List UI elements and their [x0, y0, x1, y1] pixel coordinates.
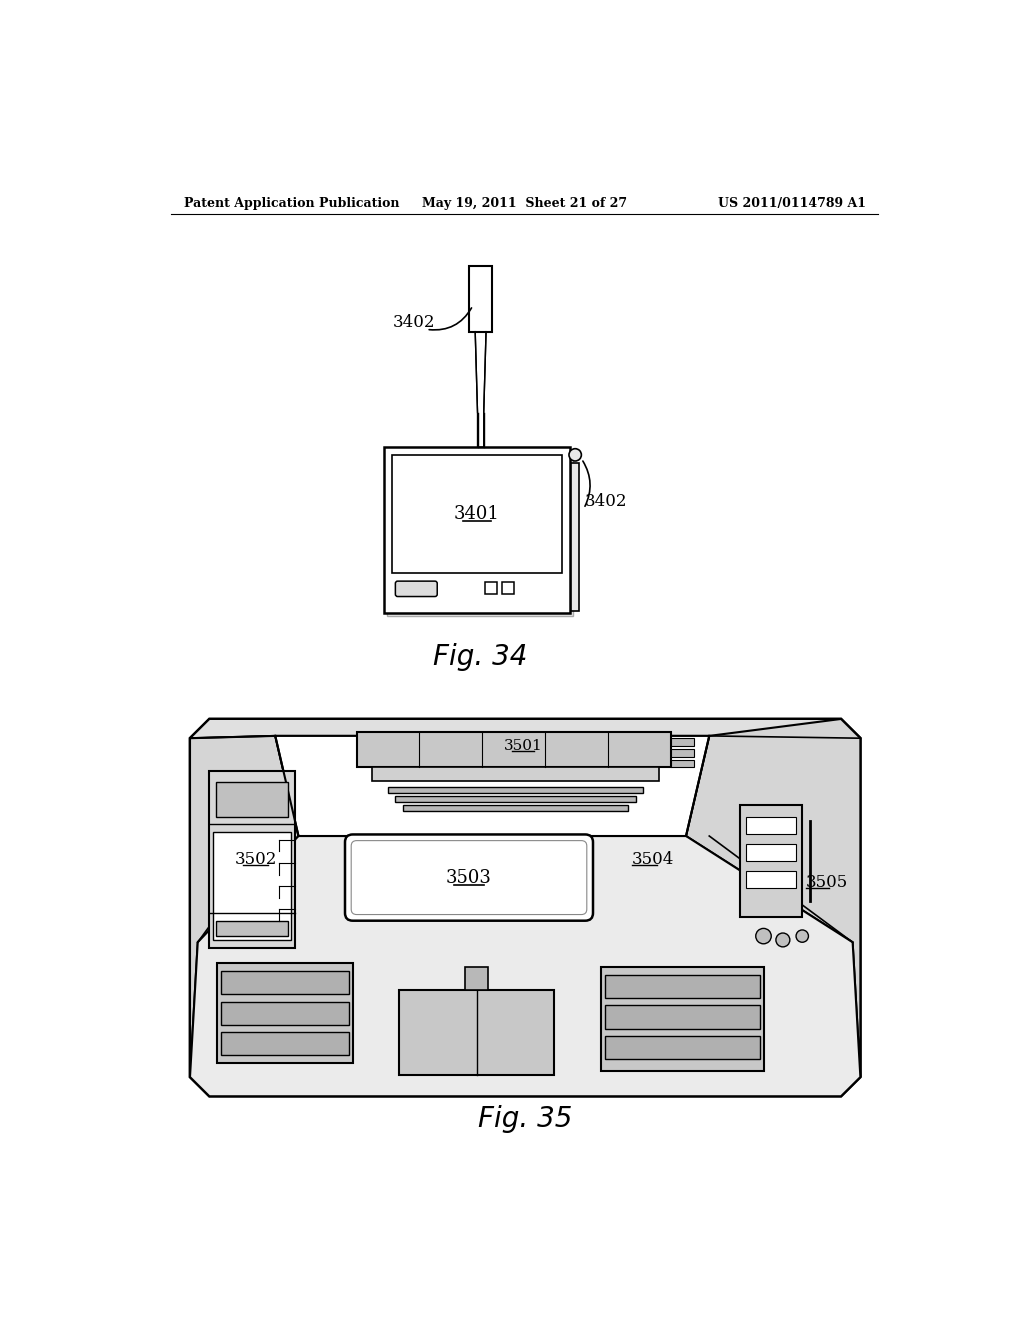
Circle shape	[776, 933, 790, 946]
FancyBboxPatch shape	[351, 841, 587, 915]
Bar	[388, 787, 643, 793]
Polygon shape	[190, 836, 860, 1096]
Bar	[403, 805, 628, 812]
Bar	[746, 871, 796, 887]
Text: 3502: 3502	[234, 850, 278, 867]
Text: Fig. 35: Fig. 35	[477, 1105, 572, 1134]
Bar	[216, 921, 289, 936]
Bar	[571, 462, 579, 611]
FancyBboxPatch shape	[395, 581, 437, 597]
Polygon shape	[190, 719, 860, 738]
Circle shape	[756, 928, 771, 944]
Circle shape	[569, 449, 582, 461]
Bar	[601, 966, 764, 1071]
Bar	[746, 843, 796, 861]
Bar	[604, 974, 760, 998]
Bar	[469, 267, 493, 331]
Text: 3503: 3503	[446, 869, 492, 887]
Bar	[604, 1036, 760, 1059]
Text: May 19, 2011  Sheet 21 of 27: May 19, 2011 Sheet 21 of 27	[422, 197, 628, 210]
Text: Patent Application Publication: Patent Application Publication	[183, 197, 399, 210]
Bar	[399, 990, 554, 1074]
Bar	[216, 781, 289, 817]
Text: 3402: 3402	[393, 314, 435, 331]
Polygon shape	[475, 331, 486, 447]
Bar	[217, 964, 352, 1063]
Bar	[391, 455, 562, 573]
Text: Fig. 34: Fig. 34	[433, 643, 527, 672]
Bar	[484, 582, 497, 594]
Bar	[604, 1006, 760, 1028]
Polygon shape	[686, 719, 860, 1077]
Text: 3501: 3501	[504, 739, 543, 752]
Bar	[356, 733, 671, 767]
Bar	[221, 1002, 349, 1024]
Bar	[372, 767, 658, 780]
Bar	[387, 450, 572, 615]
Bar	[671, 748, 693, 756]
Text: 3402: 3402	[586, 492, 628, 510]
Bar	[740, 805, 802, 917]
Polygon shape	[190, 737, 299, 1077]
Bar	[221, 1032, 349, 1056]
Text: US 2011/0114789 A1: US 2011/0114789 A1	[718, 197, 866, 210]
Bar	[671, 760, 693, 767]
Bar	[502, 582, 514, 594]
Bar	[213, 832, 291, 940]
Polygon shape	[275, 737, 710, 836]
Text: 3401: 3401	[454, 504, 500, 523]
Bar	[395, 796, 636, 803]
Bar	[465, 966, 488, 990]
Bar	[209, 771, 295, 948]
Text: 3504: 3504	[632, 850, 674, 867]
Bar	[671, 738, 693, 746]
Bar	[384, 447, 569, 612]
FancyBboxPatch shape	[345, 834, 593, 921]
Bar	[221, 970, 349, 994]
Polygon shape	[190, 719, 860, 1096]
Circle shape	[796, 929, 809, 942]
Text: 3505: 3505	[806, 874, 848, 891]
Bar	[746, 817, 796, 834]
